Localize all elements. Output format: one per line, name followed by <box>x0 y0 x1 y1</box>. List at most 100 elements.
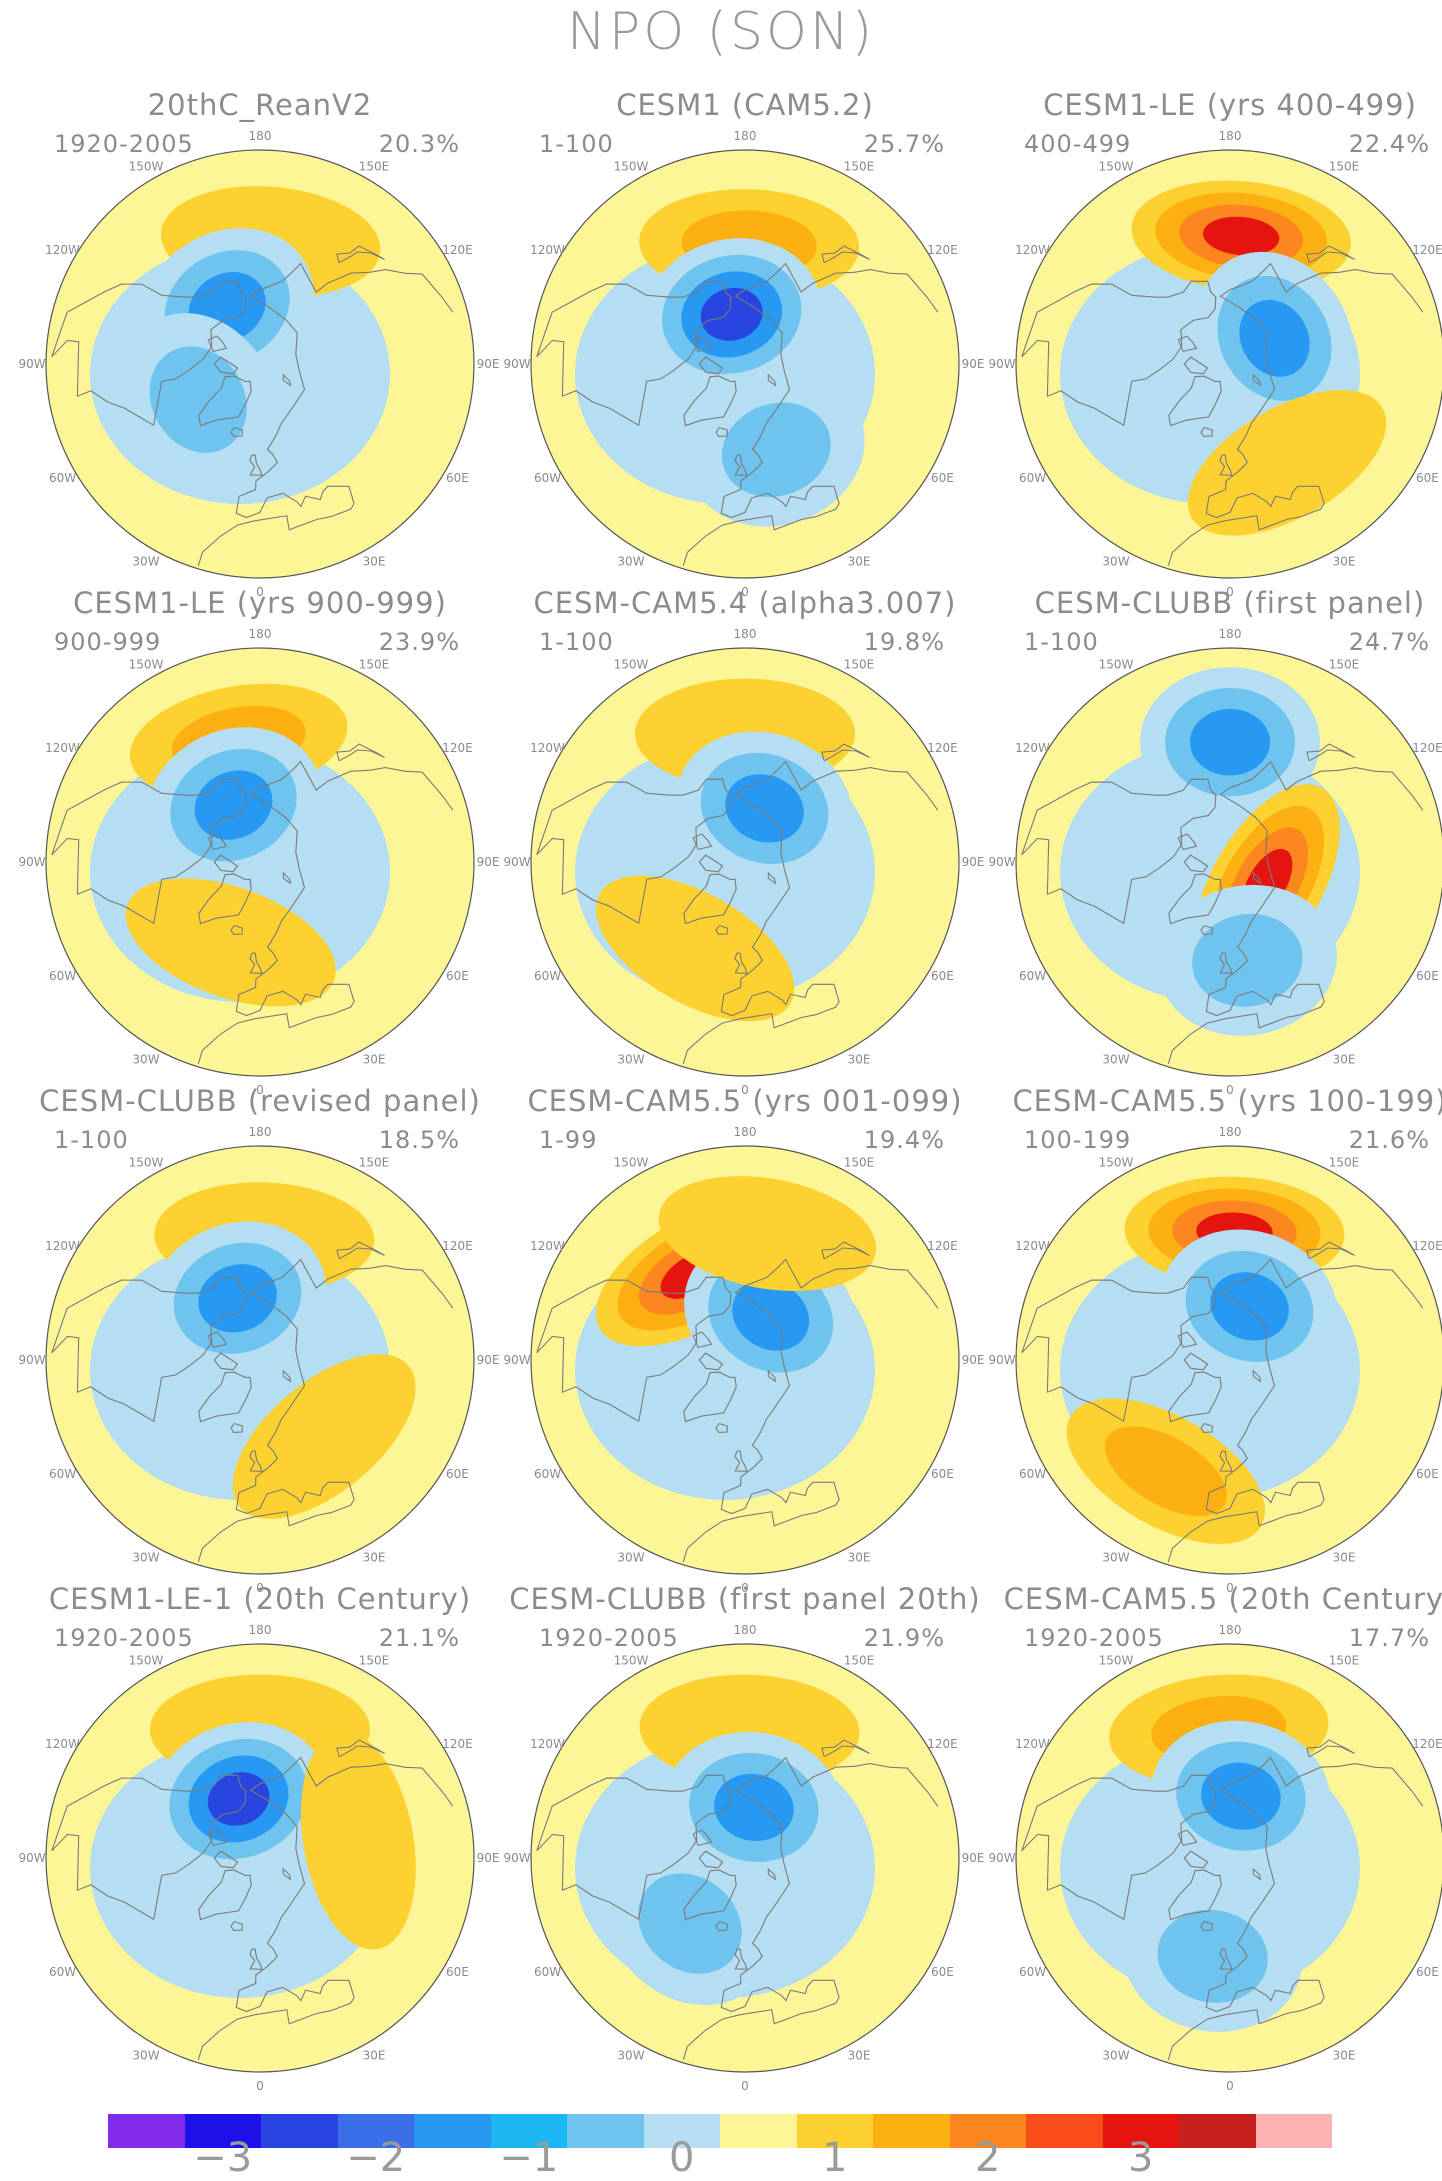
coastline <box>1168 1371 1222 1423</box>
longitude-label: 120W <box>45 1239 80 1253</box>
coastline <box>336 1241 385 1260</box>
longitude-label: 30E <box>848 1550 871 1564</box>
longitude-label: 30W <box>617 1052 644 1066</box>
colorbar-tick-label: −3 <box>193 2135 253 2181</box>
longitude-label: 120E <box>442 741 473 755</box>
longitude-label: 150E <box>359 658 390 672</box>
panel-period: 1-100 <box>54 1126 129 1154</box>
longitude-label: 0 <box>256 1083 264 1097</box>
panel-variance: 21.9% <box>863 1624 945 1652</box>
longitude-label: 120W <box>1015 1239 1050 1253</box>
panel-period: 1920-2005 <box>54 130 194 158</box>
longitude-label: 30W <box>617 2048 644 2062</box>
coastline <box>692 1331 713 1349</box>
panel-title: CESM-CLUBB (first panel) <box>1034 586 1426 620</box>
longitude-label: 60W <box>534 471 561 485</box>
coastline <box>682 413 840 567</box>
coastline <box>249 1258 454 1410</box>
longitude-label: 150E <box>1329 1156 1360 1170</box>
panel-variance: 24.7% <box>1348 628 1430 656</box>
negative-anomaly <box>714 1773 794 1841</box>
coastline <box>821 743 870 762</box>
coastline <box>536 1276 732 1423</box>
coastline <box>1219 1258 1424 1410</box>
colorbar <box>108 2114 1332 2148</box>
longitude-label: 0 <box>741 2079 749 2093</box>
longitude-label: 90W <box>503 855 530 869</box>
longitude-label: 120W <box>530 243 565 257</box>
panel-title: CESM-CAM5.5 (yrs 100-199) <box>1012 1084 1442 1118</box>
coastline <box>1177 1331 1198 1349</box>
longitude-label: 120W <box>530 1239 565 1253</box>
longitude-label: 150W <box>614 160 649 174</box>
panel-variance: 22.4% <box>1348 130 1430 158</box>
longitude-label: 0 <box>1226 2079 1234 2093</box>
panel-variance: 19.8% <box>863 628 945 656</box>
coastline <box>207 1331 228 1349</box>
coastline <box>1219 262 1424 414</box>
coastline <box>734 1756 939 1908</box>
longitude-label: 150W <box>614 658 649 672</box>
longitude-label: 150W <box>614 1156 649 1170</box>
longitude-label: 120W <box>45 243 80 257</box>
panel-period: 1-99 <box>539 1126 598 1154</box>
coastline <box>207 1829 228 1847</box>
coastline <box>1167 1907 1325 2061</box>
longitude-label: 30W <box>132 2048 159 2062</box>
panel-title: CESM1-LE (yrs 400-499) <box>1043 88 1417 122</box>
positive-anomaly <box>1104 1426 1227 1516</box>
panel-variance: 23.9% <box>378 628 460 656</box>
coastline <box>767 1867 777 1881</box>
coastline <box>249 1450 263 1472</box>
coastline <box>734 262 939 414</box>
coastline <box>682 1907 840 2061</box>
colorbar-tick-label: −2 <box>346 2135 406 2181</box>
longitude-label: 0 <box>741 585 749 599</box>
longitude-label: 30W <box>1102 554 1129 568</box>
longitude-label: 180 <box>249 627 272 641</box>
coastline <box>692 833 713 851</box>
panel-period: 900-999 <box>54 628 162 656</box>
map-boundary <box>1015 149 1442 579</box>
coastline <box>821 1241 870 1260</box>
longitude-label: 120E <box>442 1737 473 1751</box>
longitude-label: 60E <box>931 471 954 485</box>
positive-anomaly <box>300 1731 416 1950</box>
longitude-label: 0 <box>1226 1083 1234 1097</box>
panel-variance: 25.7% <box>863 130 945 158</box>
coastline <box>821 1739 870 1758</box>
coastline <box>536 1774 732 1921</box>
longitude-label: 150E <box>844 1156 875 1170</box>
longitude-label: 60W <box>1019 471 1046 485</box>
colorbar-tick-label: −1 <box>499 2135 559 2181</box>
longitude-label: 90W <box>988 855 1015 869</box>
longitude-label: 120W <box>530 741 565 755</box>
longitude-label: 60W <box>1019 1965 1046 1979</box>
coastline <box>1219 952 1233 974</box>
coastline <box>1168 873 1222 925</box>
negative-anomaly <box>1201 1762 1281 1830</box>
panel-period: 400-499 <box>1024 130 1132 158</box>
map-panel: CESM-CAM5.5 (20th Century) 1920-2005 17.7%… <box>988 1582 1442 2093</box>
coastline <box>1177 335 1198 353</box>
negative-anomaly <box>194 770 273 840</box>
longitude-label: 0 <box>256 585 264 599</box>
coastline <box>51 1276 247 1423</box>
longitude-label: 30W <box>132 554 159 568</box>
panel-period: 100-199 <box>1024 1126 1132 1154</box>
longitude-label: 120W <box>1015 741 1050 755</box>
map-panel: 20thC_ReanV2 1920-2005 20.3% 180 150E 120E 90E… <box>18 88 500 599</box>
coastline <box>230 1920 243 1931</box>
longitude-label: 30W <box>132 1550 159 1564</box>
coastline <box>336 743 385 762</box>
longitude-label: 90E <box>962 357 985 371</box>
coastline <box>683 873 737 925</box>
longitude-label: 90E <box>962 1353 985 1367</box>
longitude-label: 90E <box>477 357 500 371</box>
longitude-label: 120W <box>530 1737 565 1751</box>
longitude-label: 0 <box>1226 1581 1234 1595</box>
